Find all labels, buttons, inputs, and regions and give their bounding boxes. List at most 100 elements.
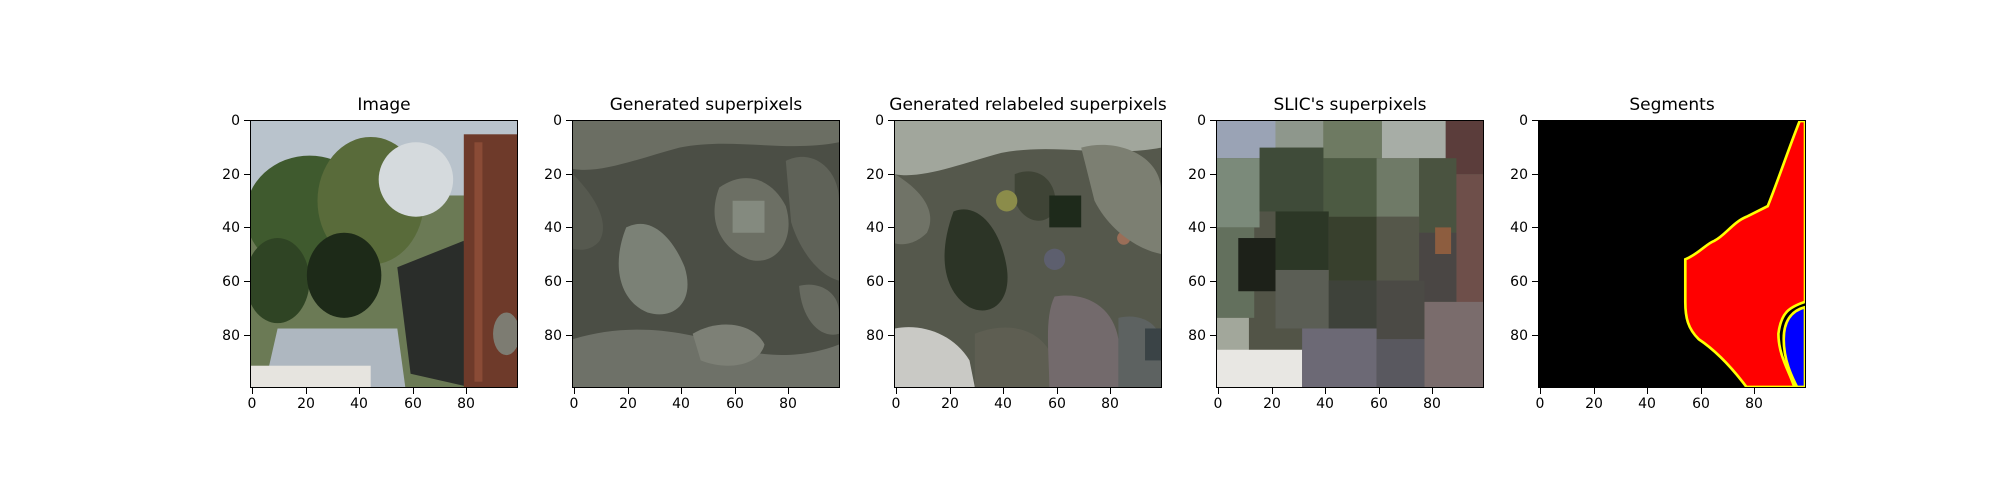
y-tick bbox=[1532, 174, 1538, 175]
y-tick bbox=[1532, 281, 1538, 282]
x-tick-label: 60 bbox=[726, 396, 744, 412]
panel-title: Generated superpixels bbox=[609, 95, 803, 115]
y-tick-label: 20 bbox=[1188, 167, 1206, 183]
x-tick-label: 40 bbox=[672, 396, 690, 412]
x-tick bbox=[950, 388, 951, 394]
x-tick-label: 40 bbox=[994, 396, 1012, 412]
panel-title: Generated relabeled superpixels bbox=[889, 95, 1167, 115]
x-tick bbox=[413, 388, 414, 394]
relabeled-map bbox=[895, 121, 1161, 387]
y-tick-label: 80 bbox=[1188, 328, 1206, 344]
x-tick bbox=[1110, 388, 1111, 394]
x-tick bbox=[466, 388, 467, 394]
x-tick bbox=[359, 388, 360, 394]
x-tick bbox=[681, 388, 682, 394]
y-tick bbox=[1210, 227, 1216, 228]
image-plot bbox=[250, 120, 518, 388]
y-tick-label: 80 bbox=[222, 328, 240, 344]
x-tick-label: 80 bbox=[1745, 396, 1763, 412]
x-tick bbox=[1647, 388, 1648, 394]
x-tick-label: 0 bbox=[569, 396, 579, 412]
y-tick bbox=[1210, 335, 1216, 336]
superpixel-plot bbox=[572, 120, 840, 388]
x-tick-label: 20 bbox=[297, 396, 315, 412]
slic-plot bbox=[1216, 120, 1484, 388]
x-tick-label: 80 bbox=[457, 396, 475, 412]
x-tick bbox=[1325, 388, 1326, 394]
y-tick bbox=[888, 227, 894, 228]
y-tick-label: 60 bbox=[1510, 274, 1528, 290]
y-tick bbox=[566, 174, 572, 175]
x-tick-label: 80 bbox=[1423, 396, 1441, 412]
y-tick-label: 40 bbox=[1188, 220, 1206, 236]
y-tick-label: 40 bbox=[544, 220, 562, 236]
x-tick bbox=[1594, 388, 1595, 394]
x-tick bbox=[1540, 388, 1541, 394]
x-tick bbox=[788, 388, 789, 394]
y-tick bbox=[244, 174, 250, 175]
panel-title: SLIC's superpixels bbox=[1273, 95, 1427, 115]
x-tick bbox=[1218, 388, 1219, 394]
x-tick-label: 40 bbox=[1316, 396, 1334, 412]
x-tick-label: 20 bbox=[1585, 396, 1603, 412]
y-tick-label: 0 bbox=[875, 113, 884, 129]
x-tick-label: 80 bbox=[779, 396, 797, 412]
y-tick-label: 0 bbox=[1519, 113, 1528, 129]
x-tick-label: 20 bbox=[941, 396, 959, 412]
relabeled-plot bbox=[894, 120, 1162, 388]
y-tick bbox=[888, 120, 894, 121]
x-tick bbox=[1379, 388, 1380, 394]
x-tick bbox=[1432, 388, 1433, 394]
x-tick bbox=[735, 388, 736, 394]
x-tick bbox=[1701, 388, 1702, 394]
y-tick-label: 40 bbox=[866, 220, 884, 236]
segment-map bbox=[1539, 121, 1805, 387]
x-tick-label: 60 bbox=[1692, 396, 1710, 412]
y-tick bbox=[244, 227, 250, 228]
x-tick-label: 60 bbox=[404, 396, 422, 412]
y-tick-label: 60 bbox=[544, 274, 562, 290]
y-tick-label: 20 bbox=[222, 167, 240, 183]
y-tick bbox=[888, 281, 894, 282]
x-tick bbox=[1003, 388, 1004, 394]
y-tick bbox=[566, 281, 572, 282]
y-tick-label: 80 bbox=[1510, 328, 1528, 344]
x-tick bbox=[1057, 388, 1058, 394]
y-tick bbox=[888, 174, 894, 175]
y-tick-label: 0 bbox=[553, 113, 562, 129]
y-tick bbox=[566, 227, 572, 228]
x-tick bbox=[896, 388, 897, 394]
y-tick-label: 40 bbox=[222, 220, 240, 236]
x-tick-label: 60 bbox=[1370, 396, 1388, 412]
x-tick-label: 40 bbox=[1638, 396, 1656, 412]
y-tick bbox=[244, 335, 250, 336]
x-tick bbox=[1754, 388, 1755, 394]
x-tick bbox=[574, 388, 575, 394]
y-tick bbox=[566, 120, 572, 121]
x-tick bbox=[628, 388, 629, 394]
x-tick-label: 20 bbox=[619, 396, 637, 412]
slic-map bbox=[1217, 121, 1483, 387]
x-tick-label: 0 bbox=[1535, 396, 1545, 412]
superpixel-map bbox=[573, 121, 839, 387]
y-tick-label: 80 bbox=[544, 328, 562, 344]
y-tick-label: 20 bbox=[866, 167, 884, 183]
y-tick bbox=[1532, 335, 1538, 336]
x-tick-label: 60 bbox=[1048, 396, 1066, 412]
y-tick bbox=[1532, 227, 1538, 228]
panel-title: Image bbox=[357, 95, 411, 115]
y-tick bbox=[244, 120, 250, 121]
y-tick-label: 0 bbox=[231, 113, 240, 129]
segment-region-red bbox=[1683, 121, 1805, 387]
y-tick bbox=[566, 335, 572, 336]
y-tick bbox=[1210, 281, 1216, 282]
y-tick bbox=[1532, 120, 1538, 121]
x-tick-label: 40 bbox=[350, 396, 368, 412]
panel-title: Segments bbox=[1629, 95, 1715, 115]
y-tick-label: 20 bbox=[1510, 167, 1528, 183]
x-tick bbox=[252, 388, 253, 394]
